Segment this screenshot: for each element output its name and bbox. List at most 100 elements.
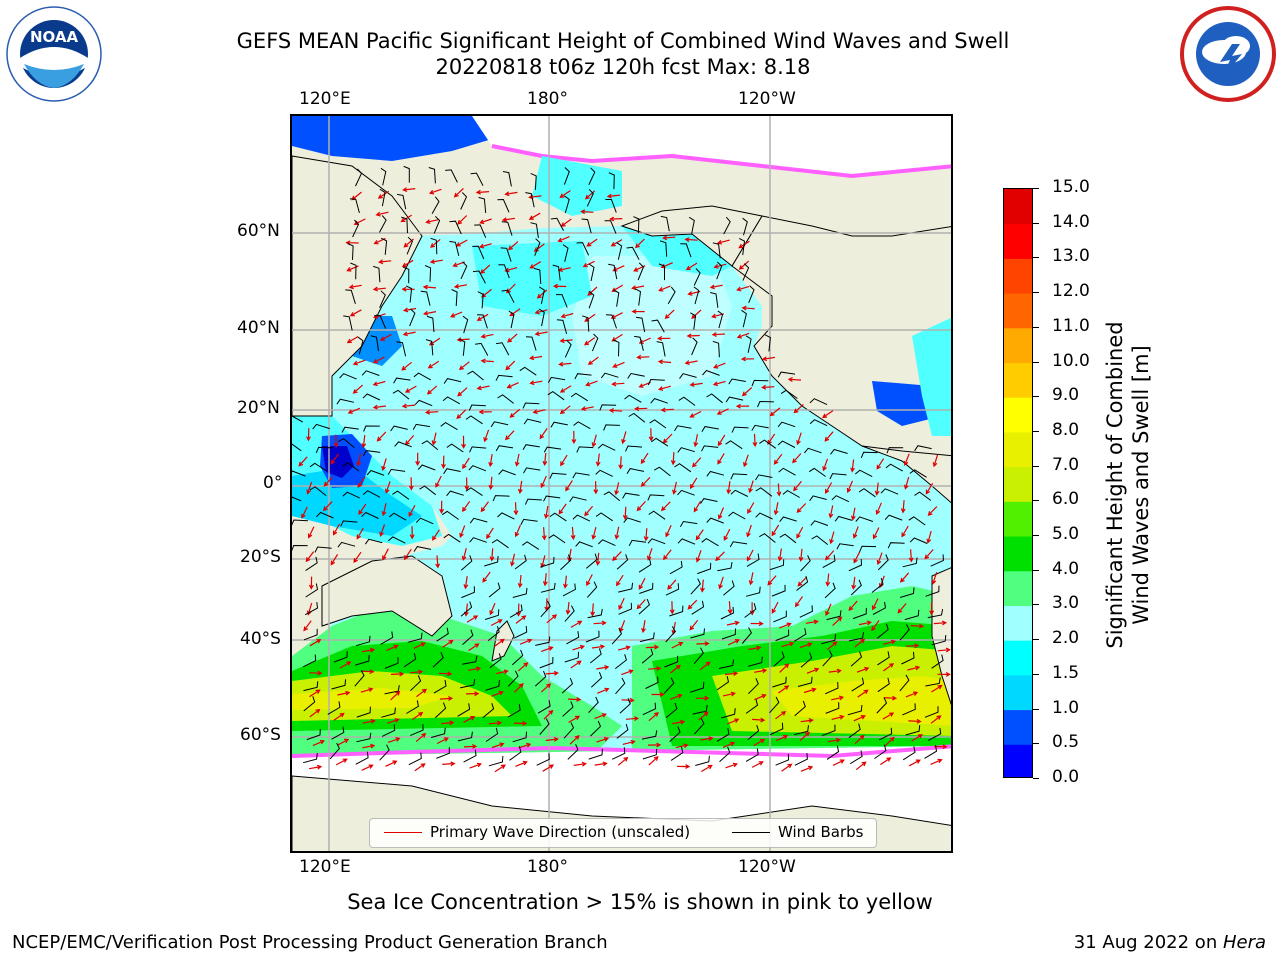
colorbar-tick-mark (1033, 500, 1039, 502)
wind-barb (886, 447, 904, 454)
wave-direction-arrow (900, 500, 906, 514)
wave-direction-arrow (539, 428, 548, 440)
footer-machine: Hera (1222, 932, 1266, 953)
wave-direction-arrow (761, 384, 775, 390)
wind-barb (780, 389, 798, 399)
wind-barb (745, 699, 759, 714)
wind-barb (539, 286, 545, 304)
wave-direction-arrow (716, 408, 729, 415)
wind-barb (679, 373, 697, 379)
wave-direction-arrow (541, 527, 547, 541)
wind-barb (461, 586, 475, 599)
wave-direction-arrow (740, 356, 755, 362)
wave-direction-arrow (761, 356, 775, 362)
wave-direction-arrow (800, 718, 814, 723)
wind-barb (405, 285, 413, 303)
wave-direction-arrow (725, 762, 738, 769)
wind-barb (495, 374, 513, 381)
wind-barb (484, 609, 500, 620)
wave-direction-arrow (827, 737, 842, 743)
wind-barb (674, 463, 692, 473)
wind-and-wave-vectors (292, 165, 951, 773)
wave-direction-arrow (401, 286, 415, 292)
wind-barb (595, 512, 613, 522)
wave-direction-arrow (754, 668, 768, 674)
wave-direction-arrow (716, 239, 730, 245)
wave-direction-arrow (408, 477, 414, 491)
wind-barb (738, 237, 746, 256)
wind-barb (477, 291, 484, 309)
wind-barb (771, 584, 786, 597)
colorbar-tick-mark (1033, 430, 1039, 432)
wind-barb (627, 372, 645, 379)
wind-barb (314, 546, 332, 553)
wind-barb (809, 495, 827, 502)
wind-barb (779, 533, 797, 544)
wind-barb (746, 553, 760, 567)
wave-direction-arrow (413, 642, 426, 649)
wave-direction-arrow (430, 238, 441, 248)
wave-direction-arrow (677, 764, 691, 769)
wind-barb (576, 242, 590, 256)
wave-direction-arrow (352, 359, 366, 366)
wave-direction-arrow (386, 644, 399, 651)
wind-barb (588, 263, 595, 282)
wave-direction-arrow (515, 760, 528, 767)
wind-barb (373, 265, 381, 283)
wind-barb (331, 679, 347, 690)
wind-barb (309, 486, 327, 496)
wave-direction-arrow (479, 218, 492, 225)
wind-barb (355, 751, 369, 765)
wave-direction-arrow (778, 685, 790, 694)
wave-direction-arrow (501, 217, 516, 223)
wind-barb (507, 670, 519, 687)
wind-barb (362, 393, 381, 401)
wind-barb (347, 243, 354, 260)
wave-direction-arrow (435, 555, 441, 569)
wind-barb (669, 726, 681, 742)
wind-barb (625, 445, 643, 452)
wave-direction-arrow (298, 456, 308, 467)
wave-direction-arrow (305, 551, 315, 563)
wind-barb (605, 314, 617, 329)
wind-barb (292, 470, 306, 477)
wind-barb (441, 510, 459, 520)
wave-direction-arrow (685, 262, 698, 271)
wind-barb (628, 539, 647, 546)
colorbar-tick-mark (1033, 639, 1039, 641)
lat-label-60s: 60°S (240, 725, 281, 745)
wave-direction-arrow (735, 403, 750, 409)
colorbar-segment (1004, 709, 1032, 745)
north-pacific-light (572, 256, 732, 396)
wind-barb (590, 720, 602, 737)
colorbar-segment (1004, 327, 1032, 364)
wave-direction-arrow (457, 215, 468, 225)
wind-barb (460, 555, 473, 571)
wind-barb (342, 462, 360, 472)
wave-direction-arrow (534, 331, 548, 337)
wave-direction-arrow (491, 742, 505, 749)
wind-barb (830, 448, 848, 455)
wave-direction-arrow (303, 620, 312, 632)
wind-barb (779, 516, 797, 523)
wind-barb (822, 650, 833, 667)
wave-direction-arrow (858, 620, 872, 626)
wind-barb (669, 560, 683, 575)
wave-direction-arrow (507, 241, 519, 251)
wave-direction-arrow (631, 309, 645, 314)
wind-barb (651, 437, 669, 447)
wind-barb (339, 373, 357, 380)
wave-direction-arrow (796, 526, 804, 539)
wind-barb (751, 379, 769, 387)
wave-direction-arrow (930, 715, 942, 724)
wind-barb (316, 511, 334, 519)
wind-barb (350, 262, 357, 280)
colorbar-segment (1004, 744, 1032, 777)
wave-direction-arrow (475, 189, 490, 195)
wind-barb (573, 421, 591, 430)
wind-barb (860, 451, 878, 459)
noaa-logo-icon: NOAA (6, 6, 102, 102)
wave-direction-arrow (787, 377, 802, 383)
colorbar-tick-mark (1033, 604, 1039, 606)
wave-direction-arrow (517, 574, 523, 589)
